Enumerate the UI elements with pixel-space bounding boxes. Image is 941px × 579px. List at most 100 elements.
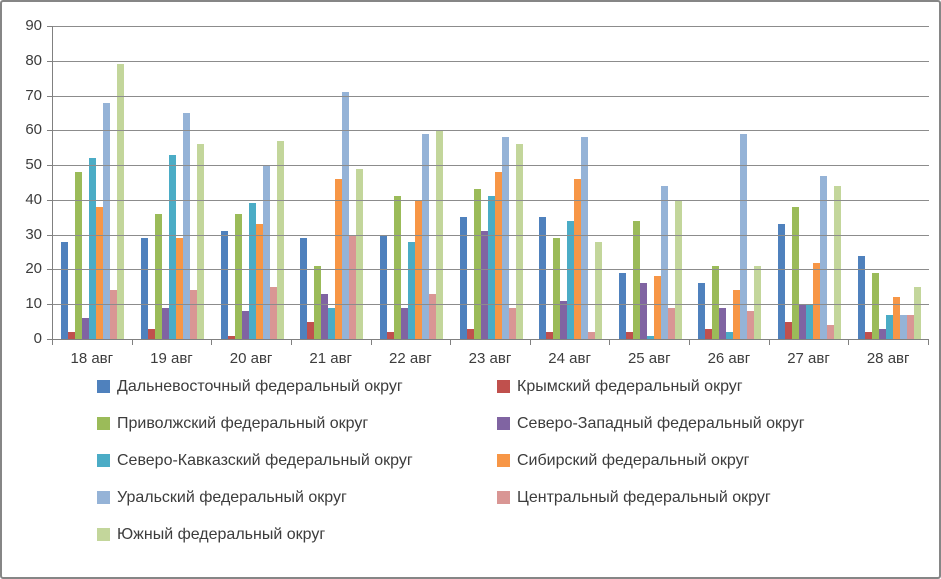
bar: [466, 328, 474, 339]
legend-swatch-icon: [97, 417, 110, 430]
bar: [581, 137, 589, 339]
bar: [400, 307, 408, 339]
gridline: [53, 199, 929, 201]
bar: [321, 293, 329, 339]
x-axis-tick: [450, 340, 452, 345]
bar: [553, 238, 561, 339]
bar: [314, 265, 322, 339]
bar: [117, 64, 125, 339]
y-axis-tick: [47, 130, 52, 132]
x-axis-category-label: 28 авг: [866, 350, 910, 367]
legend-item: Северо-Западный федеральный округ: [497, 415, 897, 433]
bar: [161, 307, 169, 339]
bar: [799, 304, 807, 339]
bar: [386, 332, 394, 339]
bar: [747, 311, 755, 339]
gridline: [53, 234, 929, 236]
y-axis-tick: [47, 304, 52, 306]
legend-row: Дальневосточный федеральный округ Крымски…: [97, 368, 897, 405]
bar: [189, 290, 197, 339]
bar: [241, 311, 249, 339]
legend-label: Уральский федеральный округ: [117, 488, 347, 506]
legend-item: Сибирский федеральный округ: [497, 452, 897, 470]
x-axis-category-label: 26 авг: [707, 350, 751, 367]
bar: [349, 234, 357, 339]
bar: [595, 241, 603, 339]
bar: [646, 335, 654, 339]
bar: [806, 304, 814, 339]
bar: [61, 241, 69, 339]
bar: [356, 168, 364, 339]
y-axis-tick: [47, 95, 52, 97]
bar: [827, 325, 835, 339]
bar: [168, 154, 176, 339]
bar: [342, 92, 350, 339]
y-axis-tick-label: 20: [25, 260, 42, 278]
bar: [508, 307, 516, 339]
bar: [892, 297, 900, 339]
x-axis-category-label: 21 авг: [309, 350, 353, 367]
x-axis-category-label: 20 авг: [229, 350, 273, 367]
bar: [618, 272, 626, 339]
bar: [778, 224, 786, 339]
bar: [255, 224, 263, 339]
gridline: [53, 26, 929, 27]
bar: [140, 238, 148, 339]
bar-groups: [53, 26, 929, 339]
bar: [667, 307, 675, 339]
bar: [487, 196, 495, 339]
y-axis-tick: [47, 269, 52, 271]
bar: [719, 307, 727, 339]
bar: [110, 290, 118, 339]
bar: [196, 144, 204, 339]
legend-label: Дальневосточный федеральный округ: [117, 377, 403, 395]
bar: [501, 137, 509, 339]
legend-swatch-icon: [497, 454, 510, 467]
y-axis-tick-label: 0: [33, 330, 42, 347]
legend-swatch-icon: [97, 454, 110, 467]
bar: [653, 276, 661, 339]
legend-label: Центральный федеральный округ: [517, 488, 771, 506]
y-axis-tick: [47, 165, 52, 167]
bar: [871, 272, 879, 339]
legend-row: Северо-Кавказский федеральный округ Сибир…: [97, 442, 897, 479]
bar: [473, 189, 481, 339]
bar-group: [770, 26, 850, 339]
legend-row: Приволжский федеральный округ Северо-Запа…: [97, 405, 897, 442]
bar: [705, 328, 713, 339]
bar: [82, 318, 90, 339]
bar: [792, 206, 800, 339]
x-axis-tick: [131, 340, 133, 345]
bar: [68, 332, 76, 339]
bar: [75, 172, 83, 339]
y-axis-tick: [47, 60, 52, 62]
bar: [546, 332, 554, 339]
legend-item: Приволжский федеральный округ: [97, 415, 497, 433]
bar: [906, 314, 914, 339]
bar: [698, 283, 706, 339]
bar-group: [690, 26, 770, 339]
legend-item: Уральский федеральный округ: [97, 489, 497, 507]
bar: [820, 175, 828, 339]
gridline: [53, 165, 929, 167]
bar: [754, 265, 762, 339]
x-axis-tick: [211, 340, 213, 345]
gridline: [53, 95, 929, 97]
legend-row: Уральский федеральный округ Центральный ф…: [97, 479, 897, 516]
legend-swatch-icon: [497, 417, 510, 430]
legend-swatch-icon: [97, 491, 110, 504]
legend-row: Южный федеральный округ: [97, 516, 897, 553]
bar: [588, 332, 596, 339]
legend-label: Северо-Западный федеральный округ: [517, 414, 805, 432]
y-axis-tick-label: 60: [25, 121, 42, 139]
x-axis-tick: [370, 340, 372, 345]
x-axis-category-label: 25 авг: [627, 350, 671, 367]
bar: [379, 234, 387, 339]
bar: [262, 165, 270, 339]
bar: [154, 213, 162, 339]
x-axis-tick: [609, 340, 611, 345]
legend: Дальневосточный федеральный округ Крымски…: [97, 368, 897, 553]
bar-group: [133, 26, 213, 339]
bar: [539, 217, 547, 339]
x-axis-category-label: 27 авг: [787, 350, 830, 367]
